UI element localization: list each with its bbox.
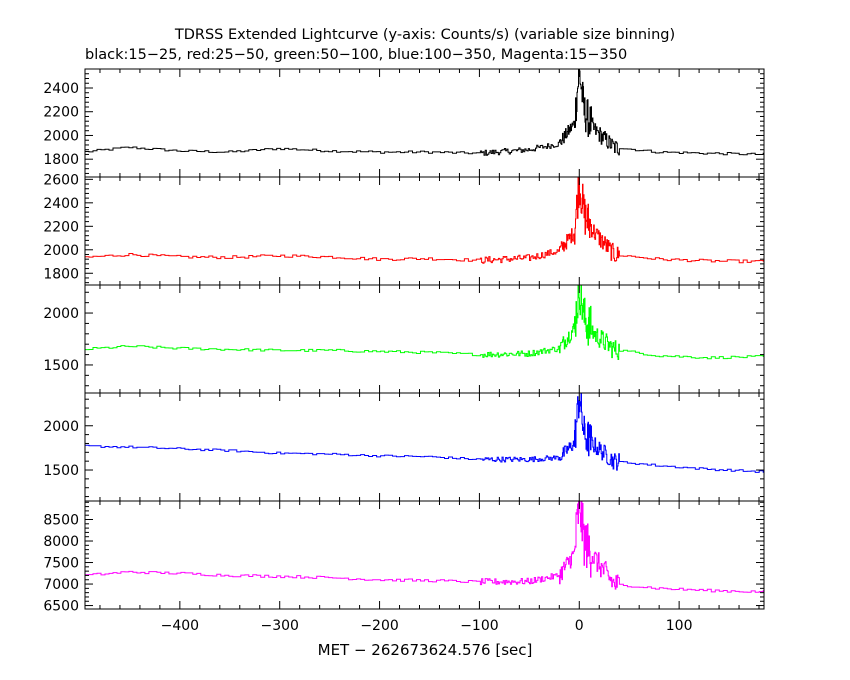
x-tick-label: −400 bbox=[161, 618, 199, 634]
series-line-2 bbox=[85, 177, 764, 264]
y-tick-label: 2000 bbox=[43, 306, 79, 322]
series-line-1 bbox=[85, 69, 764, 156]
y-tick-label: 1500 bbox=[43, 358, 79, 374]
y-tick-label: 2400 bbox=[43, 196, 79, 212]
y-tick-label: 2600 bbox=[43, 172, 79, 188]
x-axis-label: MET − 262673624.576 [sec] bbox=[318, 641, 533, 659]
series-line-5 bbox=[85, 501, 764, 593]
panel-frame bbox=[84, 68, 765, 178]
panel-frame bbox=[84, 176, 765, 286]
chart-subtitle: black:15−25, red:25−50, green:50−100, bl… bbox=[85, 47, 627, 63]
panel-4: 1500 2000 bbox=[43, 392, 765, 502]
y-tick-label: 1800 bbox=[43, 152, 79, 168]
panel-frame bbox=[84, 500, 765, 610]
y-tick-label: 7000 bbox=[43, 577, 79, 593]
series-line-4 bbox=[85, 393, 764, 473]
chart-title: TDRSS Extended Lightcurve (y-axis: Count… bbox=[174, 27, 675, 43]
y-tick-label: 2200 bbox=[43, 219, 79, 235]
y-tick-label: 1800 bbox=[43, 266, 79, 282]
y-tick-label: 2000 bbox=[43, 128, 79, 144]
y-tick-label: 1500 bbox=[43, 463, 79, 479]
y-tick-label: 8000 bbox=[43, 534, 79, 550]
series-line-3 bbox=[85, 285, 764, 360]
y-tick-label: 2400 bbox=[43, 81, 79, 97]
panel-5: 6500 7000 7500 8000 8500 bbox=[43, 500, 765, 615]
x-axis: −400 −300 −200 −100 0 100 bbox=[161, 618, 693, 634]
x-tick-label: −200 bbox=[360, 618, 398, 634]
panel-2: 1800 2000 2200 2400 2600 bbox=[43, 172, 765, 286]
y-tick-label: 8500 bbox=[43, 513, 79, 529]
panel-1: 1800 2000 2200 2400 bbox=[43, 68, 765, 178]
y-tick-label: 2200 bbox=[43, 105, 79, 121]
y-tick-label: 6500 bbox=[43, 599, 79, 615]
y-tick-label: 2000 bbox=[43, 243, 79, 259]
panel-3: 1500 2000 bbox=[43, 284, 765, 394]
x-tick-label: −300 bbox=[260, 618, 298, 634]
panel-frame bbox=[84, 284, 765, 394]
panels-layer: 1800 2000 2200 2400 1800 2000 2200 2400 2600 1500… bbox=[43, 68, 765, 615]
panel-frame bbox=[84, 392, 765, 502]
y-tick-label: 2000 bbox=[43, 419, 79, 435]
x-tick-label: 100 bbox=[666, 618, 693, 634]
y-tick-label: 7500 bbox=[43, 556, 79, 572]
x-tick-label: −100 bbox=[460, 618, 498, 634]
x-tick-label: 0 bbox=[575, 618, 584, 634]
